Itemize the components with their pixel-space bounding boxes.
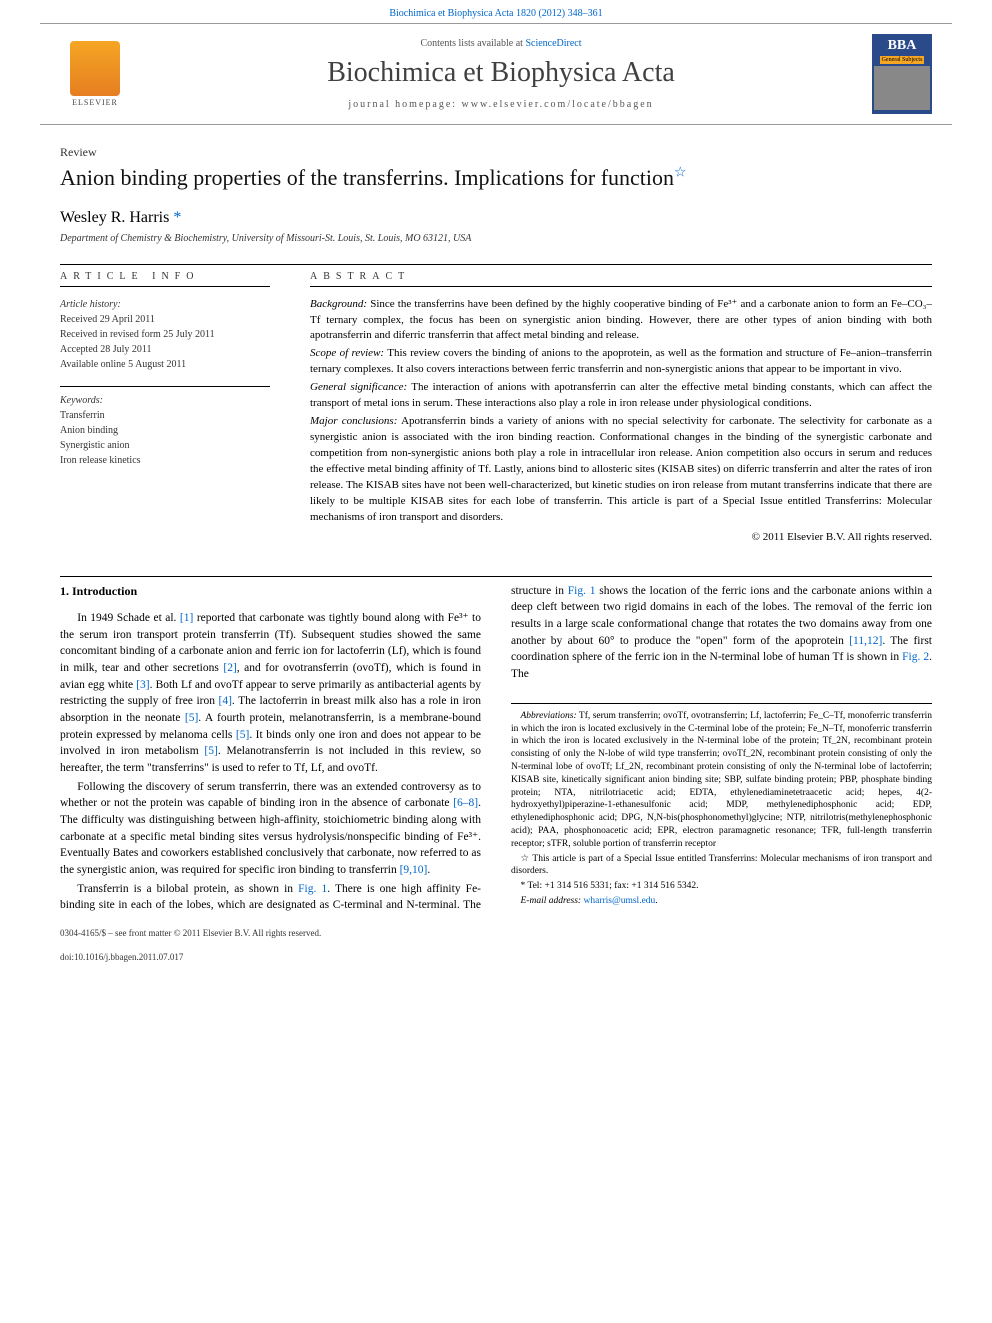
footnotes-block: Abbreviations: Tf, serum transferrin; ov… bbox=[511, 703, 932, 908]
figure-link[interactable]: Fig. 2 bbox=[902, 651, 929, 663]
email-footnote: E-mail address: wharris@umsl.edu. bbox=[511, 895, 932, 908]
contents-line: Contents lists available at ScienceDirec… bbox=[130, 38, 872, 49]
keyword: Anion binding bbox=[60, 423, 270, 438]
citation-link[interactable]: [2] bbox=[223, 662, 236, 674]
keyword: Transferrin bbox=[60, 408, 270, 423]
abstract-label: Major conclusions: bbox=[310, 415, 397, 427]
citation-link[interactable]: [9,10] bbox=[400, 864, 428, 876]
citation-link[interactable]: [6–8] bbox=[453, 797, 478, 809]
keywords-block: Keywords: Transferrin Anion binding Syne… bbox=[60, 393, 270, 468]
journal-homepage: journal homepage: www.elsevier.com/locat… bbox=[130, 99, 872, 110]
abstract-label: Scope of review: bbox=[310, 347, 384, 359]
history-line: Received 29 April 2011 bbox=[60, 312, 270, 327]
text-run: Following the discovery of serum transfe… bbox=[60, 781, 481, 810]
figure-link[interactable]: Fig. 1 bbox=[568, 585, 596, 597]
abbrev-label: Abbreviations: bbox=[521, 711, 577, 721]
body-paragraph: In 1949 Schade et al. [1] reported that … bbox=[60, 610, 481, 777]
abstract-text: Background: Since the transferrins have … bbox=[310, 297, 932, 546]
citation-link[interactable]: [1] bbox=[180, 612, 193, 624]
divider bbox=[60, 386, 270, 387]
citation-link[interactable]: [4] bbox=[219, 695, 232, 707]
abstract-body: This review covers the binding of anions… bbox=[310, 347, 932, 375]
article-info-header: ARTICLE INFO bbox=[60, 271, 270, 287]
citation-link[interactable]: [11,12] bbox=[849, 635, 882, 647]
elsevier-logo: ELSEVIER bbox=[60, 34, 130, 114]
text-run: Transferrin is a bilobal protein, as sho… bbox=[77, 883, 298, 895]
title-footnote-star-icon[interactable]: ☆ bbox=[674, 166, 687, 181]
divider bbox=[60, 576, 932, 577]
article-type: Review bbox=[60, 145, 932, 160]
citation-link[interactable]: Biochimica et Biophysica Acta 1820 (2012… bbox=[389, 8, 602, 19]
journal-name: Biochimica et Biophysica Acta bbox=[130, 57, 872, 89]
footer-doi: doi:10.1016/j.bbagen.2011.07.017 bbox=[60, 952, 932, 962]
divider bbox=[60, 264, 932, 265]
cover-title: BBA bbox=[888, 38, 917, 54]
contents-label: Contents lists available at bbox=[420, 38, 522, 49]
abstract-para: Major conclusions: Apotransferrin binds … bbox=[310, 414, 932, 526]
abbreviations-footnote: Abbreviations: Tf, serum transferrin; ov… bbox=[511, 710, 932, 851]
citation-link[interactable]: [3] bbox=[136, 679, 149, 691]
section-heading: 1. Introduction bbox=[60, 583, 481, 600]
history-title: Article history: bbox=[60, 297, 270, 312]
abbrev-text: Tf, serum transferrin; ovoTf, ovotransfe… bbox=[511, 711, 932, 849]
figure-link[interactable]: Fig. 1 bbox=[298, 883, 327, 895]
journal-cover-thumbnail: BBA General Subjects bbox=[872, 34, 932, 114]
elsevier-label: ELSEVIER bbox=[72, 98, 118, 107]
citation-link[interactable]: [5] bbox=[236, 729, 249, 741]
text-run: . bbox=[427, 864, 430, 876]
keywords-title: Keywords: bbox=[60, 393, 270, 408]
history-line: Received in revised form 25 July 2011 bbox=[60, 327, 270, 342]
article-title: Anion binding properties of the transfer… bbox=[60, 164, 932, 193]
email-label: E-mail address: bbox=[521, 896, 582, 906]
abstract-para: General significance: The interaction of… bbox=[310, 380, 932, 412]
abstract-para: Scope of review: This review covers the … bbox=[310, 346, 932, 378]
footer-copyright: 0304-4165/$ – see front matter © 2011 El… bbox=[60, 928, 932, 938]
author-name: Wesley R. Harris bbox=[60, 209, 169, 226]
abstract-body: Apotransferrin binds a variety of anions… bbox=[310, 415, 932, 523]
abstract-label: Background: bbox=[310, 298, 367, 310]
elsevier-tree-icon bbox=[70, 41, 120, 96]
cover-subtitle: General Subjects bbox=[880, 56, 925, 64]
corresponding-author-footnote: * Tel: +1 314 516 5331; fax: +1 314 516 … bbox=[511, 880, 932, 893]
abstract-column: ABSTRACT Background: Since the transferr… bbox=[310, 271, 932, 546]
masthead-center: Contents lists available at ScienceDirec… bbox=[130, 38, 872, 110]
article-history-block: Article history: Received 29 April 2011 … bbox=[60, 297, 270, 372]
keyword: Iron release kinetics bbox=[60, 453, 270, 468]
body-two-column: 1. Introduction In 1949 Schade et al. [1… bbox=[60, 583, 932, 914]
history-line: Accepted 28 July 2011 bbox=[60, 342, 270, 357]
author-line: Wesley R. Harris * bbox=[60, 209, 932, 227]
abstract-body: Since the transferrins have been defined… bbox=[310, 298, 932, 342]
author-affiliation: Department of Chemistry & Biochemistry, … bbox=[60, 233, 932, 244]
title-text: Anion binding properties of the transfer… bbox=[60, 165, 674, 190]
history-line: Available online 5 August 2011 bbox=[60, 357, 270, 372]
email-link[interactable]: wharris@umsl.edu bbox=[583, 896, 655, 906]
text-run: In 1949 Schade et al. bbox=[77, 612, 180, 624]
section-title: Introduction bbox=[72, 584, 137, 598]
citation-link[interactable]: [5] bbox=[204, 745, 217, 757]
header-citation: Biochimica et Biophysica Acta 1820 (2012… bbox=[0, 0, 992, 23]
section-number: 1. bbox=[60, 584, 69, 598]
abstract-label: General significance: bbox=[310, 381, 407, 393]
abstract-para: Background: Since the transferrins have … bbox=[310, 297, 932, 345]
special-issue-footnote: ☆ This article is part of a Special Issu… bbox=[511, 853, 932, 879]
corresponding-author-mark-icon[interactable]: * bbox=[173, 209, 181, 226]
citation-link[interactable]: [5] bbox=[185, 712, 198, 724]
journal-masthead: ELSEVIER Contents lists available at Sci… bbox=[40, 23, 952, 125]
cover-image-icon bbox=[874, 66, 930, 110]
keyword: Synergistic anion bbox=[60, 438, 270, 453]
sciencedirect-link[interactable]: ScienceDirect bbox=[525, 38, 581, 49]
abstract-header: ABSTRACT bbox=[310, 271, 932, 287]
body-paragraph: Following the discovery of serum transfe… bbox=[60, 779, 481, 879]
abstract-copyright: © 2011 Elsevier B.V. All rights reserved… bbox=[310, 530, 932, 546]
article-info-column: ARTICLE INFO Article history: Received 2… bbox=[60, 271, 270, 546]
